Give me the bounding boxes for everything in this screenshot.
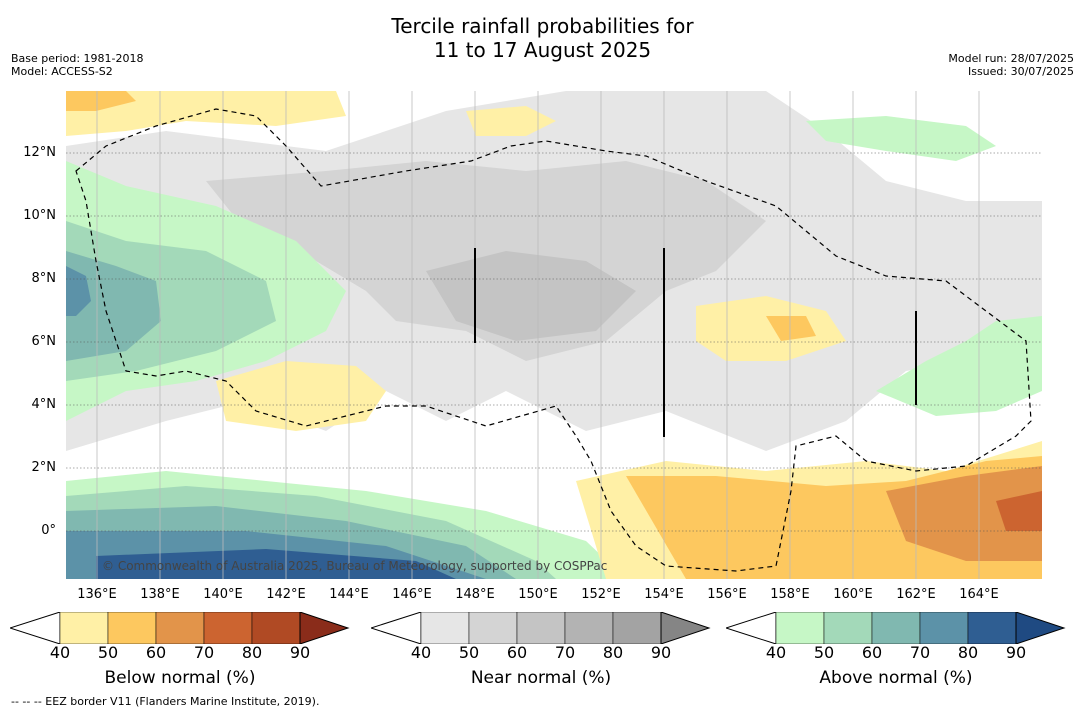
lon-label-138e: 138°E — [140, 587, 180, 602]
below-normal-southeast-60 — [886, 466, 1042, 561]
above-tick-70: 70 — [909, 643, 931, 662]
gridlines — [66, 152, 1042, 532]
above-tick-80: 80 — [957, 643, 979, 662]
run-info: Model run: 28/07/2025 Issued: 30/07/2025 — [948, 52, 1074, 78]
near-tick-80: 80 — [602, 643, 624, 662]
lat-label-0: 0° — [41, 523, 56, 538]
below-normal-east-mid-50 — [766, 316, 816, 341]
lon-label-146e: 146°E — [392, 587, 432, 602]
colorbar-above-label: Above normal (%) — [819, 668, 973, 688]
below-tick-70: 70 — [193, 643, 215, 662]
lat-label-6n: 6°N — [31, 334, 57, 349]
near-tick-40: 40 — [410, 643, 432, 662]
colorbar-above-normal — [726, 612, 1066, 644]
below-tick-50: 50 — [97, 643, 119, 662]
lon-label-158e: 158°E — [770, 587, 810, 602]
above-normal-west-70 — [66, 266, 91, 316]
near-tick-70: 70 — [554, 643, 576, 662]
eez-border — [75, 108, 1032, 572]
model-run: Model run: 28/07/2025 — [948, 52, 1074, 65]
below-tick-90: 90 — [289, 643, 311, 662]
lat-label-8n: 8°N — [31, 271, 57, 286]
below-normal-central — [216, 361, 386, 431]
below-normal-southeast-70 — [996, 491, 1042, 531]
lat-label-2n: 2°N — [31, 460, 57, 475]
above-tick-50: 50 — [813, 643, 835, 662]
lat-label-4n: 4°N — [31, 397, 57, 412]
rainfall-map: © Commonwealth of Australia 2025, Bureau… — [66, 91, 1042, 579]
chart-title: Tercile rainfall probabilities for 11 to… — [0, 14, 1085, 62]
above-normal-northeast — [806, 116, 996, 161]
colorbar-near-label: Near normal (%) — [470, 668, 612, 688]
lon-label-160e: 160°E — [833, 587, 873, 602]
near-normal-core — [426, 251, 636, 341]
below-normal-east-mid — [696, 296, 846, 361]
lat-label-12n: 12°N — [23, 145, 56, 160]
near-tick-50: 50 — [458, 643, 480, 662]
lon-label-140e: 140°E — [203, 587, 243, 602]
colorbar-below-label: Below normal (%) — [104, 668, 256, 688]
lon-label-150e: 150°E — [518, 587, 558, 602]
model-name: Model: ACCESS-S2 — [11, 65, 113, 78]
below-tick-40: 40 — [49, 643, 71, 662]
below-normal-north — [66, 91, 346, 136]
lon-label-156e: 156°E — [707, 587, 747, 602]
vertical-markers — [474, 248, 917, 437]
lon-label-162e: 162°E — [896, 587, 936, 602]
lon-label-144e: 144°E — [329, 587, 369, 602]
above-normal-west-60 — [66, 251, 161, 361]
below-normal-north-50 — [66, 91, 136, 111]
lon-label-136e: 136°E — [77, 587, 117, 602]
copyright-text: © Commonwealth of Australia 2025, Bureau… — [102, 559, 607, 573]
below-tick-60: 60 — [145, 643, 167, 662]
lon-label-142e: 142°E — [266, 587, 306, 602]
above-normal-south-80 — [96, 549, 456, 579]
issued-date: Issued: 30/07/2025 — [967, 65, 1074, 78]
below-tick-80: 80 — [241, 643, 263, 662]
lon-label-154e: 154°E — [644, 587, 684, 602]
lat-label-10n: 10°N — [23, 208, 56, 223]
above-tick-40: 40 — [765, 643, 787, 662]
colorbar-below-normal — [10, 612, 350, 644]
near-tick-90: 90 — [650, 643, 672, 662]
meridians — [96, 91, 980, 579]
lon-label-164e: 164°E — [959, 587, 999, 602]
model-info: Base period: 1981-2018 Model: ACCESS-S2 — [11, 52, 143, 78]
title-line-2: 11 to 17 August 2025 — [433, 38, 652, 62]
near-tick-60: 60 — [506, 643, 528, 662]
base-period: Base period: 1981-2018 — [11, 52, 144, 65]
title-line-1: Tercile rainfall probabilities for — [391, 14, 694, 38]
colorbar-near-normal — [371, 612, 711, 644]
eez-footnote: -- -- -- EEZ border V11 (Flanders Marine… — [11, 695, 320, 708]
lon-label-152e: 152°E — [581, 587, 621, 602]
below-normal-north-2 — [466, 106, 556, 136]
lon-label-148e: 148°E — [455, 587, 495, 602]
above-tick-90: 90 — [1005, 643, 1027, 662]
above-normal-east — [876, 316, 1042, 416]
above-tick-60: 60 — [861, 643, 883, 662]
